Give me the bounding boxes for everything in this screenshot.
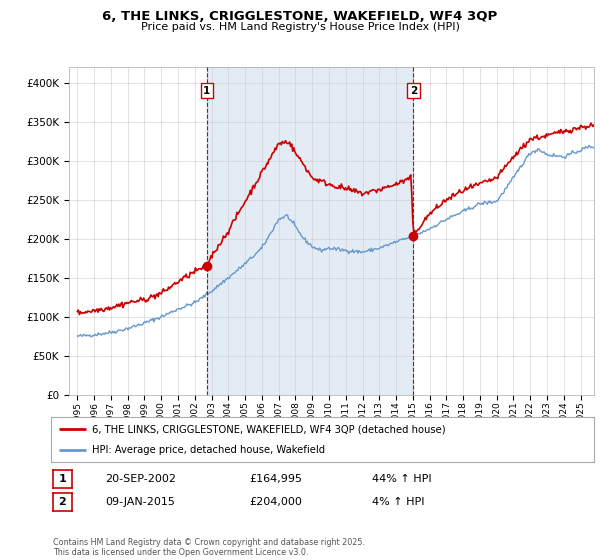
Text: HPI: Average price, detached house, Wakefield: HPI: Average price, detached house, Wake…	[92, 445, 325, 455]
Text: Contains HM Land Registry data © Crown copyright and database right 2025.
This d: Contains HM Land Registry data © Crown c…	[53, 538, 365, 557]
Text: 09-JAN-2015: 09-JAN-2015	[105, 497, 175, 507]
Text: Price paid vs. HM Land Registry's House Price Index (HPI): Price paid vs. HM Land Registry's House …	[140, 22, 460, 32]
Text: £204,000: £204,000	[249, 497, 302, 507]
Text: 2: 2	[59, 497, 66, 507]
Text: 20-SEP-2002: 20-SEP-2002	[105, 474, 176, 484]
Text: 2: 2	[410, 86, 417, 96]
Text: £164,995: £164,995	[249, 474, 302, 484]
Text: 4% ↑ HPI: 4% ↑ HPI	[372, 497, 425, 507]
Text: 6, THE LINKS, CRIGGLESTONE, WAKEFIELD, WF4 3QP: 6, THE LINKS, CRIGGLESTONE, WAKEFIELD, W…	[103, 10, 497, 23]
Text: 44% ↑ HPI: 44% ↑ HPI	[372, 474, 431, 484]
Text: 6, THE LINKS, CRIGGLESTONE, WAKEFIELD, WF4 3QP (detached house): 6, THE LINKS, CRIGGLESTONE, WAKEFIELD, W…	[92, 424, 445, 435]
Text: 1: 1	[203, 86, 211, 96]
Text: 1: 1	[59, 474, 66, 484]
Bar	[207, 67, 413, 395]
